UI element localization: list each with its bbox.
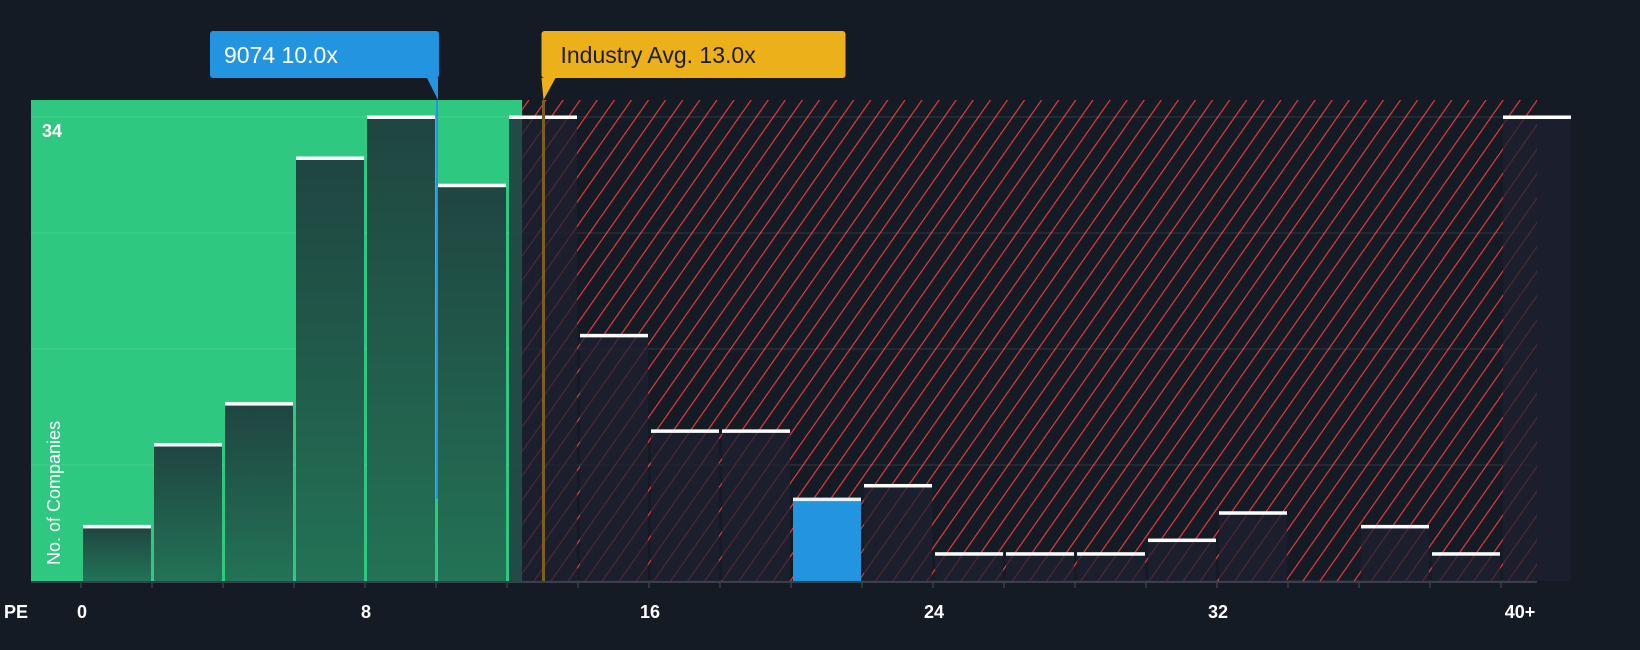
bar-cap [935, 552, 1003, 556]
histogram-bar [1219, 512, 1287, 581]
industry-label: Industry Avg. 13.0x [561, 42, 757, 68]
bar-cap [864, 483, 932, 488]
bar-cap [225, 402, 293, 406]
bar-cap [1503, 115, 1571, 119]
company-label: 9074 10.0x [224, 42, 338, 68]
y-tick-label: 34 [42, 121, 62, 141]
x-tick-label: 24 [924, 602, 944, 622]
bar-cap [580, 333, 648, 338]
histogram-bar [1006, 553, 1074, 581]
company-bar [793, 499, 861, 581]
histogram-bar [864, 485, 932, 581]
x-axis-label: PE [4, 602, 28, 622]
industry-label-box [541, 31, 846, 78]
bar-cap [1219, 511, 1287, 515]
histogram-bar [1148, 540, 1216, 581]
histogram-bar [1361, 526, 1429, 581]
y-axis-label: No. of Companies [44, 421, 64, 565]
histogram-bar [83, 526, 151, 581]
company-label-box [210, 31, 439, 78]
bar-cap [1361, 524, 1429, 529]
bar-cap [722, 429, 790, 433]
histogram-bar [154, 444, 222, 581]
industry-pointer [541, 78, 556, 100]
bar-cap [793, 497, 861, 502]
x-tick-label: 8 [361, 602, 371, 622]
bar-cap [438, 183, 506, 188]
histogram-bar [367, 117, 435, 581]
bar-cap [367, 115, 435, 119]
bar-cap [296, 156, 364, 160]
histogram-bar [1503, 117, 1571, 581]
bar-cap [1432, 552, 1500, 556]
bar-cap [1077, 552, 1145, 556]
bar-cap [1148, 538, 1216, 543]
histogram-bar [651, 430, 719, 581]
bar-cap [651, 429, 719, 433]
histogram-bar [296, 157, 364, 582]
histogram-bar [1077, 553, 1145, 581]
histogram-bar [225, 403, 293, 581]
bar-cap [1006, 552, 1074, 556]
histogram-bar [580, 335, 648, 581]
bar-cap [154, 443, 222, 447]
bar-cap [83, 524, 151, 529]
histogram-bar [438, 185, 506, 581]
histogram-bar [1432, 553, 1500, 581]
histogram-bar [935, 553, 1003, 581]
company-pointer [427, 78, 438, 100]
x-tick-label: 40+ [1505, 602, 1536, 622]
x-tick-label: 0 [77, 602, 87, 622]
x-tick-label: 16 [640, 602, 660, 622]
x-tick-label: 32 [1208, 602, 1228, 622]
histogram-bar [722, 430, 790, 581]
